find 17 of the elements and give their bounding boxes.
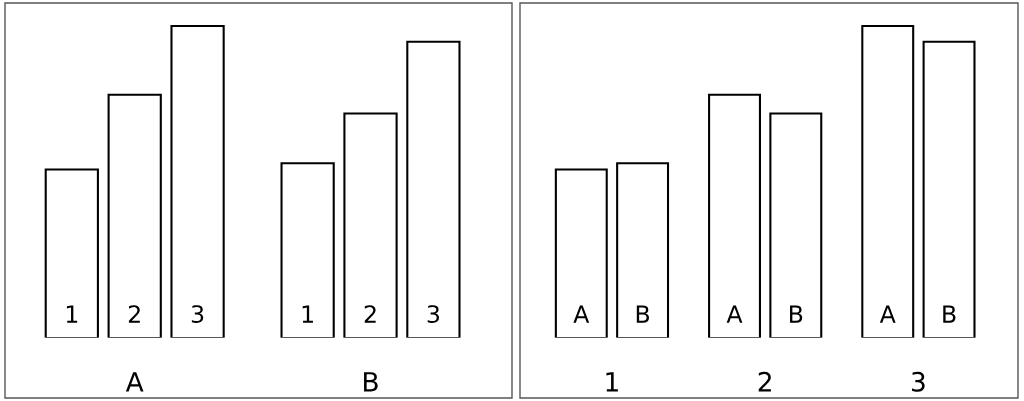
text: B	[790, 305, 803, 323]
category-label: 2	[364, 305, 376, 323]
x-tick-label: 2	[758, 371, 771, 392]
x-tick-label: B	[364, 372, 378, 392]
x-tick-label: 1	[606, 372, 618, 392]
x-tick-label: 3	[912, 371, 925, 392]
text: A	[879, 305, 896, 323]
series-label: 1	[66, 305, 78, 323]
category-label: 1	[302, 305, 313, 323]
category-label: 3	[427, 305, 440, 324]
series-label: B	[636, 305, 650, 323]
text: A	[726, 305, 743, 323]
series-label: 2	[128, 305, 140, 323]
series-label: A	[573, 305, 590, 323]
text: B	[943, 305, 956, 323]
x-tick-label: A	[125, 372, 144, 392]
series-label: 3	[191, 305, 204, 324]
